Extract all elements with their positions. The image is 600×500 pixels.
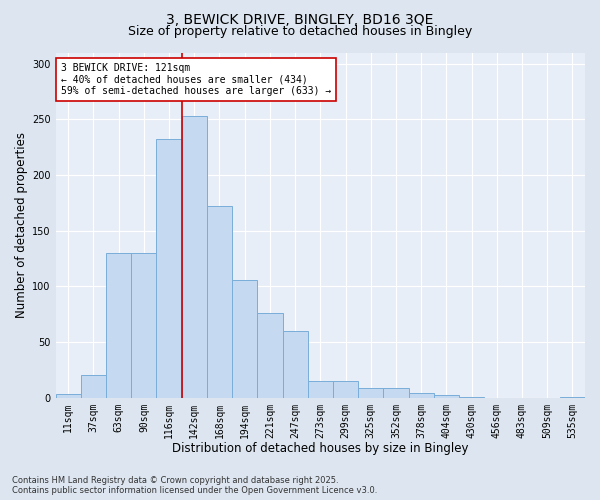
Bar [383,388,409,398]
Text: Size of property relative to detached houses in Bingley: Size of property relative to detached ho… [128,25,472,38]
Bar [434,396,459,398]
Bar [232,280,257,398]
Bar [182,116,207,398]
Bar [157,140,182,398]
Text: Contains HM Land Registry data © Crown copyright and database right 2025.
Contai: Contains HM Land Registry data © Crown c… [12,476,377,495]
Bar [56,394,81,398]
Bar [459,396,484,398]
Bar [560,396,585,398]
Bar [207,206,232,398]
Bar [409,394,434,398]
X-axis label: Distribution of detached houses by size in Bingley: Distribution of detached houses by size … [172,442,469,455]
Bar [333,381,358,398]
Bar [131,253,157,398]
Y-axis label: Number of detached properties: Number of detached properties [15,132,28,318]
Bar [106,253,131,398]
Text: 3 BEWICK DRIVE: 121sqm
← 40% of detached houses are smaller (434)
59% of semi-de: 3 BEWICK DRIVE: 121sqm ← 40% of detached… [61,63,331,96]
Bar [308,381,333,398]
Bar [358,388,383,398]
Bar [283,331,308,398]
Bar [257,313,283,398]
Bar [81,376,106,398]
Text: 3, BEWICK DRIVE, BINGLEY, BD16 3QE: 3, BEWICK DRIVE, BINGLEY, BD16 3QE [166,12,434,26]
